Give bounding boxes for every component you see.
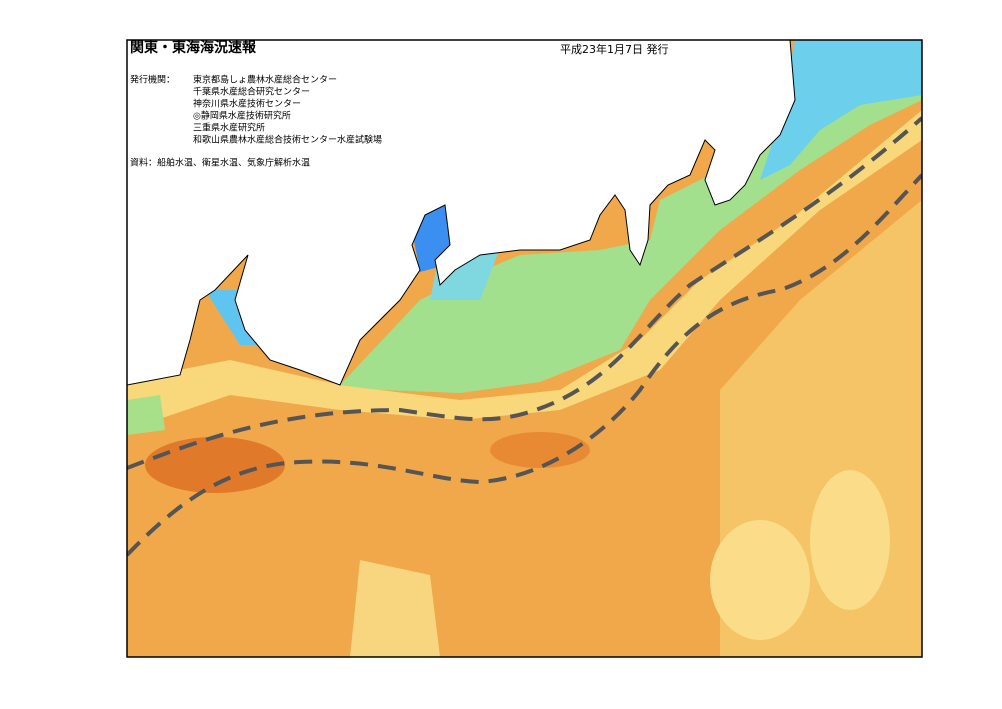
issuer: 和歌山県農林水産総合技術センター水産試験場 [193,134,382,146]
kuroshio-edge [127,173,922,557]
sea-band [127,395,165,435]
sea-cold [760,40,922,180]
sea-patch [145,437,285,493]
issuer: 三重県水産研究所 [193,122,265,134]
map-frame [126,39,923,658]
land [127,40,796,386]
sea-surface [127,40,922,657]
kuroshio-axis [127,116,922,470]
source: 資料：船舶水温、衛星水温、気象庁解析水温 [130,157,310,169]
sea-patch [810,470,890,610]
issuer: 千葉県水産総合研究センター [193,86,310,98]
issuer: 東京都島しょ農林水産総合センター [193,74,337,86]
sea-band [127,110,922,430]
issue-date: 平成23年1月7日 発行 [560,42,669,56]
sea-patch [490,432,590,468]
sea-patch [710,520,810,640]
issuer: 神奈川県水産技術センター [193,98,301,110]
title: 関東・東海海況速報 [130,39,257,56]
issuer-label: 発行機関： [130,74,175,86]
sea-band [340,40,922,393]
issuer: ◎静岡県水産技術研究所 [193,110,291,122]
sea-patch [350,560,440,657]
